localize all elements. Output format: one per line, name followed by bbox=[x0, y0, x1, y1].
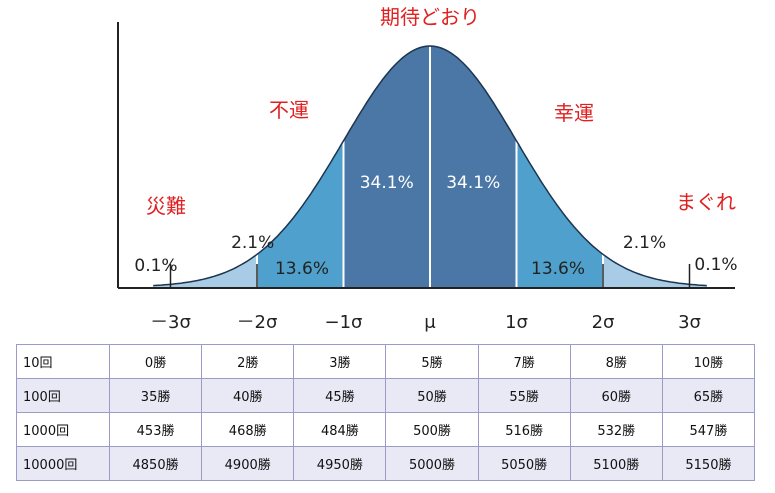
value-cell: 5050勝 bbox=[477, 446, 571, 481]
value-cell: 7勝 bbox=[477, 344, 571, 379]
value-cell: 45勝 bbox=[293, 378, 387, 413]
tail-percent-label-left: 0.1% bbox=[134, 256, 177, 276]
value-cell: 35勝 bbox=[108, 378, 203, 413]
band-percent-label: 13.6% bbox=[531, 259, 585, 279]
band-percent-label: 2.1% bbox=[623, 233, 666, 253]
table-row: 100回 35勝 40勝 45勝 50勝 55勝 60勝 65勝 bbox=[16, 378, 756, 413]
value-cell: 50勝 bbox=[385, 378, 479, 413]
value-cell: 40勝 bbox=[201, 378, 295, 413]
value-cell: 8勝 bbox=[569, 344, 663, 379]
band-area-3 bbox=[430, 46, 517, 287]
band-percent-label: 13.6% bbox=[275, 259, 329, 279]
value-cell: 65勝 bbox=[661, 378, 756, 413]
value-cell: 453勝 bbox=[108, 412, 203, 447]
x-tick-label: －2σ bbox=[237, 312, 278, 333]
value-cell: 5150勝 bbox=[661, 446, 756, 481]
band-area-0 bbox=[170, 254, 257, 287]
value-cell: 4950勝 bbox=[293, 446, 387, 481]
band-area-5 bbox=[603, 254, 690, 287]
annotation-right-mid: 幸運 bbox=[554, 101, 594, 125]
x-tick-label: －3σ bbox=[150, 312, 191, 333]
value-cell: 0勝 bbox=[108, 344, 203, 379]
annotation-right-tail: まぐれ bbox=[676, 190, 736, 214]
value-cell: 3勝 bbox=[293, 344, 387, 379]
value-cell: 4850勝 bbox=[108, 446, 203, 481]
annotation-left-mid: 不運 bbox=[269, 98, 309, 122]
row-label-cell: 10000回 bbox=[16, 446, 110, 481]
table-row: 10000回 4850勝 4900勝 4950勝 5000勝 5050勝 5100勝 5150… bbox=[16, 446, 756, 481]
band-area-2 bbox=[343, 46, 430, 287]
x-tick-label: μ bbox=[424, 312, 436, 333]
value-cell: 468勝 bbox=[201, 412, 295, 447]
band-percent-label: 34.1% bbox=[360, 173, 414, 193]
x-tick-label: 2σ bbox=[592, 312, 615, 333]
value-cell: 5000勝 bbox=[385, 446, 479, 481]
value-cell: 10勝 bbox=[661, 344, 756, 379]
band-percent-label: 2.1% bbox=[231, 233, 274, 253]
annotation-center: 期待どおり bbox=[380, 5, 480, 29]
win-count-table: 10回 0勝 2勝 3勝 5勝 7勝 8勝 10勝 100回 35勝 40勝 45勝 50勝 55勝 60勝… bbox=[16, 344, 756, 481]
row-label-cell: 1000回 bbox=[16, 412, 110, 447]
annotation-left-tail: 災難 bbox=[146, 194, 186, 218]
normal-distribution-chart: －3σ －2σ −1σ μ 1σ 2σ 3σ2.1%13.6%34.1% 34.1%13.6%… bbox=[117, 5, 738, 333]
band-percent-label: 34.1% bbox=[446, 173, 500, 193]
value-cell: 516勝 bbox=[477, 412, 571, 447]
value-cell: 60勝 bbox=[569, 378, 663, 413]
value-cell: 2勝 bbox=[201, 344, 295, 379]
tail-percent-label-right: 0.1% bbox=[694, 255, 737, 275]
row-label-cell: 100回 bbox=[16, 378, 110, 413]
x-tick-label: 3σ bbox=[678, 312, 701, 333]
value-cell: 500勝 bbox=[385, 412, 479, 447]
x-tick-label: −1σ bbox=[325, 312, 363, 333]
value-cell: 5勝 bbox=[385, 344, 479, 379]
win-count-table-container: 10回 0勝 2勝 3勝 5勝 7勝 8勝 10勝 100回 35勝 40勝 45勝 50勝 55勝 60勝… bbox=[16, 344, 756, 484]
value-cell: 4900勝 bbox=[201, 446, 295, 481]
table-row: 1000回 453勝 468勝 484勝 500勝 516勝 532勝 547勝 bbox=[16, 412, 756, 447]
value-cell: 5100勝 bbox=[569, 446, 663, 481]
distribution-curve bbox=[153, 45, 707, 287]
value-cell: 547勝 bbox=[661, 412, 756, 447]
value-cell: 532勝 bbox=[569, 412, 663, 447]
x-tick-label: 1σ bbox=[505, 312, 528, 333]
row-label-cell: 10回 bbox=[16, 344, 110, 379]
value-cell: 55勝 bbox=[477, 378, 571, 413]
table-row: 10回 0勝 2勝 3勝 5勝 7勝 8勝 10勝 bbox=[16, 344, 756, 379]
value-cell: 484勝 bbox=[293, 412, 387, 447]
